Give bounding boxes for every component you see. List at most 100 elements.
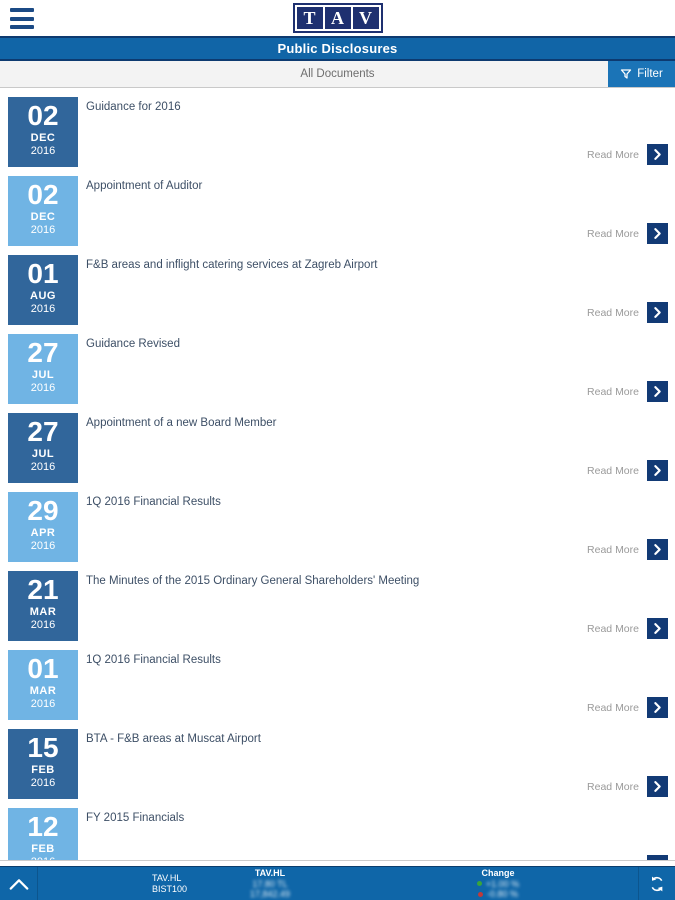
date-day: 02 — [27, 179, 59, 210]
disclosure-row[interactable]: 27 JUL 2016 Appointment of a new Board M… — [0, 404, 675, 483]
disclosure-row[interactable]: 27 JUL 2016 Guidance Revised Read More — [0, 325, 675, 404]
symbol-primary: TAV.HL — [152, 873, 182, 883]
read-more-chevron-icon[interactable] — [647, 302, 668, 323]
symbol-secondary: BIST100 — [152, 884, 188, 894]
read-more-link[interactable]: Read More — [587, 144, 668, 165]
read-more-chevron-icon[interactable] — [647, 697, 668, 718]
disclosure-title: FY 2015 Financials — [86, 812, 185, 824]
read-more-label: Read More — [587, 148, 639, 161]
date-badge: 01 MAR 2016 — [8, 650, 78, 720]
date-badge: 02 DEC 2016 — [8, 97, 78, 167]
disclosure-row[interactable]: 02 DEC 2016 Appointment of Auditor Read … — [0, 167, 675, 246]
read-more-link[interactable]: Read More — [587, 618, 668, 639]
read-more-chevron-icon[interactable] — [647, 618, 668, 639]
date-year: 2016 — [30, 777, 56, 789]
date-year: 2016 — [30, 303, 56, 315]
read-more-chevron-icon[interactable] — [647, 460, 668, 481]
disclosure-title: Appointment of a new Board Member — [86, 417, 277, 429]
disclosure-title: Appointment of Auditor — [86, 180, 203, 192]
change-header: Change — [481, 868, 515, 878]
logo-letter: T — [296, 7, 323, 29]
date-day: 29 — [27, 495, 59, 526]
quote-header: TAV.HL — [254, 868, 286, 878]
disclosure-row[interactable]: 29 APR 2016 1Q 2016 Financial Results Re… — [0, 483, 675, 562]
date-month: FEB — [31, 843, 55, 855]
read-more-label: Read More — [587, 622, 639, 635]
logo-letter: A — [324, 7, 351, 29]
menu-icon[interactable] — [10, 8, 34, 29]
disclosure-row[interactable]: 15 FEB 2016 BTA - F&B areas at Muscat Ai… — [0, 720, 675, 799]
date-day: 21 — [27, 574, 59, 605]
refresh-button[interactable] — [638, 867, 675, 900]
read-more-link[interactable]: Read More — [587, 697, 668, 718]
date-year: 2016 — [30, 461, 56, 473]
read-more-label: Read More — [587, 860, 639, 861]
disclosure-row[interactable]: 02 DEC 2016 Guidance for 2016 Read More — [0, 88, 675, 167]
date-month: MAR — [29, 606, 57, 618]
date-badge: 27 JUL 2016 — [8, 413, 78, 483]
date-badge: 01 AUG 2016 — [8, 255, 78, 325]
read-more-label: Read More — [587, 464, 639, 477]
read-more-link[interactable]: Read More — [587, 381, 668, 402]
date-month: DEC — [30, 211, 56, 223]
disclosure-title: F&B areas and inflight catering services… — [86, 259, 378, 271]
up-indicator-dot — [476, 881, 482, 887]
disclosure-list: 02 DEC 2016 Guidance for 2016 Read More … — [0, 88, 675, 860]
filter-button-label: Filter — [637, 68, 663, 80]
all-documents-label: All Documents — [300, 68, 375, 80]
date-day: 12 — [27, 811, 59, 842]
read-more-label: Read More — [587, 385, 639, 398]
date-month: FEB — [31, 764, 55, 776]
read-more-link[interactable]: Read More — [587, 539, 668, 560]
read-more-label: Read More — [587, 543, 639, 556]
date-day: 01 — [27, 653, 59, 684]
date-year: 2016 — [30, 540, 56, 552]
date-month: DEC — [30, 132, 56, 144]
read-more-chevron-icon[interactable] — [647, 539, 668, 560]
tav-logo: T A V — [292, 3, 383, 33]
read-more-link[interactable]: Read More — [587, 302, 668, 323]
date-year: 2016 — [30, 698, 56, 710]
documents-toolbar: All Documents Filter — [0, 61, 675, 88]
read-more-chevron-icon[interactable] — [647, 223, 668, 244]
ticker-quote: TAV.HL 17.80 TL 17,842.49 — [228, 868, 312, 900]
ticker-symbols: TAV.HL BIST100 — [152, 873, 187, 895]
filter-button[interactable]: Filter — [608, 61, 675, 87]
date-badge: 12 FEB 2016 — [8, 808, 78, 860]
date-badge: 27 JUL 2016 — [8, 334, 78, 404]
ticker-expand-button[interactable] — [0, 867, 38, 900]
chevron-up-icon — [9, 878, 28, 890]
read-more-link[interactable]: Read More — [587, 776, 668, 797]
disclosure-title: Guidance Revised — [86, 338, 180, 350]
read-more-chevron-icon[interactable] — [647, 776, 668, 797]
app-header: T A V — [0, 0, 675, 36]
disclosure-row[interactable]: 21 MAR 2016 The Minutes of the 2015 Ordi… — [0, 562, 675, 641]
read-more-label: Read More — [587, 780, 639, 793]
date-day: 01 — [27, 258, 59, 289]
down-indicator-dot — [477, 891, 483, 897]
date-badge: 29 APR 2016 — [8, 492, 78, 562]
read-more-chevron-icon[interactable] — [647, 381, 668, 402]
read-more-chevron-icon[interactable] — [647, 855, 668, 860]
filter-funnel-icon — [621, 69, 632, 79]
disclosure-title: Guidance for 2016 — [86, 101, 181, 113]
disclosure-row[interactable]: 12 FEB 2016 FY 2015 Financials Read More — [0, 799, 675, 860]
change-up-value: +1.00 % — [485, 878, 520, 889]
disclosure-title: 1Q 2016 Financial Results — [86, 496, 221, 508]
date-year: 2016 — [30, 619, 56, 631]
date-month: APR — [30, 527, 56, 539]
read-more-link[interactable]: Read More — [587, 223, 668, 244]
read-more-link[interactable]: Read More — [587, 460, 668, 481]
read-more-label: Read More — [587, 227, 639, 240]
disclosure-title: The Minutes of the 2015 Ordinary General… — [86, 575, 420, 587]
bottom-gap — [0, 860, 675, 866]
date-day: 15 — [27, 732, 59, 763]
disclosure-row[interactable]: 01 MAR 2016 1Q 2016 Financial Results Re… — [0, 641, 675, 720]
disclosure-row[interactable]: 01 AUG 2016 F&B areas and inflight cater… — [0, 246, 675, 325]
read-more-chevron-icon[interactable] — [647, 144, 668, 165]
date-month: JUL — [31, 448, 55, 460]
date-month: AUG — [30, 290, 56, 302]
read-more-link[interactable]: Read More — [587, 855, 668, 860]
refresh-icon — [651, 876, 663, 891]
read-more-label: Read More — [587, 701, 639, 714]
